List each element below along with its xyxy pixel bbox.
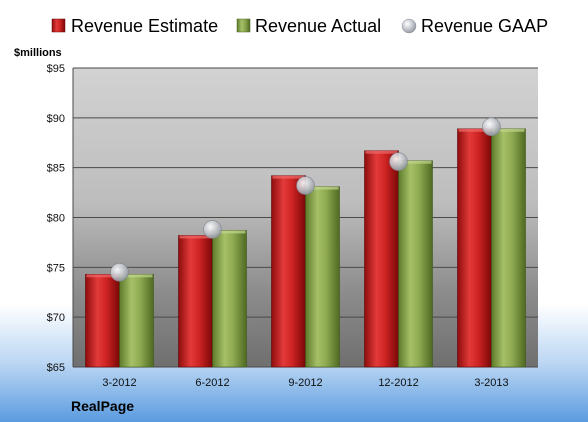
bar-revenue-estimate xyxy=(457,128,492,368)
bars-layer xyxy=(85,128,526,368)
x-tick-label: 9-2012 xyxy=(288,377,322,389)
gaap-layer xyxy=(110,117,501,282)
marker-revenue-gaap xyxy=(203,220,222,239)
x-axis-ticks: 3-2012 6-2012 9-2012 12-2012 3-2013 xyxy=(102,377,508,389)
bar-cap-revenue-estimate xyxy=(365,150,398,154)
legend: Revenue Estimate Revenue Actual Revenue … xyxy=(51,16,548,36)
y-tick-label: $75 xyxy=(47,262,65,274)
legend-marker-revenue-gaap xyxy=(401,18,417,34)
y-tick-label: $70 xyxy=(47,312,65,324)
marker-revenue-gaap xyxy=(296,176,315,195)
unit-label: $millions xyxy=(14,47,62,59)
marker-revenue-gaap xyxy=(110,263,129,282)
y-tick-label: $80 xyxy=(47,213,65,225)
bar-revenue-actual xyxy=(119,274,154,368)
bar-revenue-estimate xyxy=(364,150,399,368)
legend-swatch-revenue-actual xyxy=(236,18,251,33)
y-tick-label: $90 xyxy=(47,113,65,125)
marker-revenue-gaap xyxy=(389,152,408,171)
bar-revenue-actual xyxy=(491,128,526,368)
bar-revenue-actual xyxy=(305,186,340,368)
legend-label-revenue-gaap: Revenue GAAP xyxy=(421,16,548,36)
bar-revenue-actual xyxy=(212,230,247,368)
bar-cap-revenue-actual xyxy=(399,160,432,164)
y-tick-label: $95 xyxy=(47,63,65,75)
x-tick-label: 3-2012 xyxy=(102,377,136,389)
bar-revenue-estimate xyxy=(85,274,120,368)
y-axis-ticks: $65 $70 $75 $80 $85 $90 $95 xyxy=(47,63,65,374)
bar-revenue-estimate xyxy=(178,235,213,368)
x-tick-label: 3-2013 xyxy=(474,377,508,389)
x-tick-label: 12-2012 xyxy=(378,377,418,389)
legend-label-revenue-actual: Revenue Actual xyxy=(255,16,381,36)
legend-label-revenue-estimate: Revenue Estimate xyxy=(71,16,218,36)
bar-cap-revenue-actual xyxy=(120,274,153,278)
bar-cap-revenue-actual xyxy=(306,186,339,190)
bar-cap-revenue-estimate xyxy=(272,175,305,179)
bar-revenue-actual xyxy=(398,160,433,368)
bar-cap-revenue-actual xyxy=(213,230,246,234)
legend-swatch-revenue-estimate xyxy=(51,18,66,33)
x-tick-label: 6-2012 xyxy=(195,377,229,389)
bar-cap-revenue-estimate xyxy=(458,128,491,132)
y-tick-label: $85 xyxy=(47,163,65,175)
y-tick-label: $65 xyxy=(47,362,65,374)
bar-cap-revenue-estimate xyxy=(179,235,212,239)
company-name: RealPage xyxy=(71,398,134,414)
bar-cap-revenue-actual xyxy=(492,128,525,132)
bar-cap-revenue-estimate xyxy=(86,274,119,278)
bar-revenue-estimate xyxy=(271,175,306,368)
marker-revenue-gaap xyxy=(482,117,501,137)
